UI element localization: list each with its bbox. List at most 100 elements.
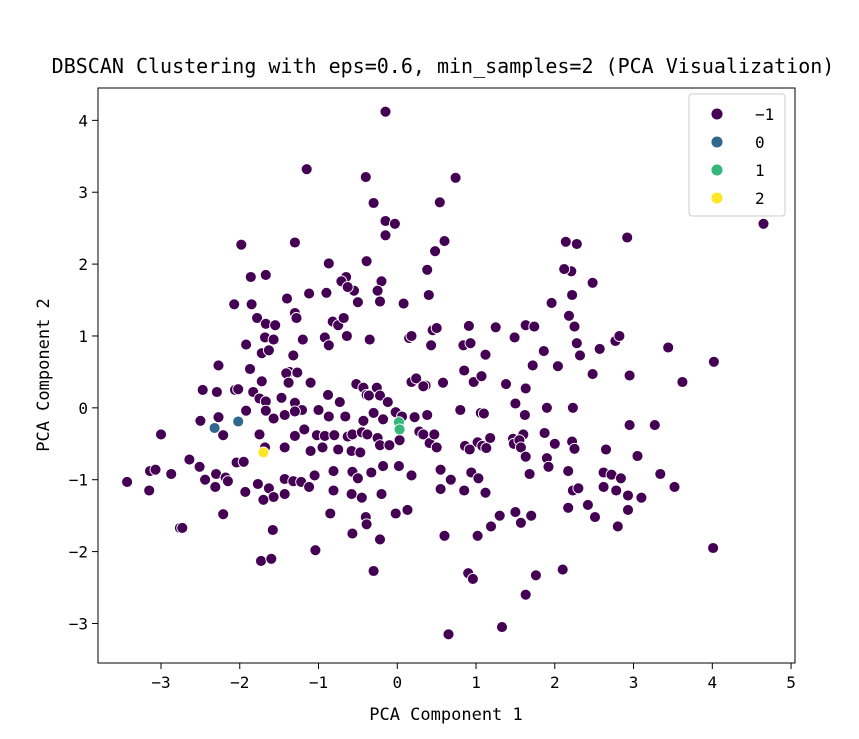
scatter-point <box>623 369 636 382</box>
scatter-point <box>278 488 291 501</box>
scatter-point <box>508 331 521 344</box>
scatter-point <box>433 196 446 209</box>
scatter-point <box>346 527 359 540</box>
scatter-point <box>551 360 564 373</box>
scatter-point <box>707 355 720 368</box>
scatter-point <box>309 544 322 557</box>
scatter-point <box>558 263 571 276</box>
scatter-point <box>519 382 532 395</box>
scatter-point <box>328 429 341 442</box>
scatter-point <box>300 163 313 176</box>
scatter-point <box>614 472 627 485</box>
legend-marker <box>710 191 724 205</box>
scatter-point <box>475 370 488 383</box>
legend-frame <box>688 93 786 217</box>
scatter-point <box>477 407 490 420</box>
scatter-point <box>464 337 477 350</box>
scatter-point <box>235 238 248 251</box>
x-tick-label: 2 <box>550 673 560 692</box>
chart-title: DBSCAN Clustering with eps=0.6, min_samp… <box>52 54 835 78</box>
scatter-point <box>339 410 352 423</box>
scatter-point <box>209 480 222 493</box>
scatter-point <box>425 339 438 352</box>
scatter-point <box>316 441 329 454</box>
scatter-point <box>298 423 311 436</box>
scatter-point <box>374 295 386 308</box>
scatter-point <box>265 552 278 565</box>
plot-frame <box>97 87 796 664</box>
scatter-point <box>519 588 532 601</box>
scatter-point <box>303 287 316 300</box>
scatter-point <box>327 484 340 497</box>
scatter-point <box>610 484 623 497</box>
scatter-point <box>529 569 542 582</box>
scatter-point <box>244 363 256 375</box>
scatter-point <box>322 410 335 423</box>
scatter-point <box>635 491 648 504</box>
x-tick-label: 4 <box>707 673 717 692</box>
scatter-point <box>322 257 335 270</box>
scatter-point <box>255 375 268 388</box>
scatter-point <box>479 486 492 499</box>
scatter-point <box>417 380 430 393</box>
scatter-point <box>304 376 317 389</box>
scatter-point <box>308 469 321 482</box>
scatter-point <box>371 284 384 297</box>
scatter-point <box>333 396 346 409</box>
scatter-point <box>267 333 280 346</box>
scatter-point <box>193 460 206 473</box>
scatter-point <box>438 529 451 542</box>
y-axis-label: PCA Component 2 <box>34 298 54 452</box>
scatter-point <box>489 321 502 334</box>
scatter-point <box>589 511 601 524</box>
scatter-point <box>430 322 443 335</box>
scatter-point <box>377 413 390 426</box>
scatter-point <box>374 389 386 402</box>
scatter-point <box>631 450 644 462</box>
scatter-point <box>165 468 178 480</box>
x-tick-label: 0 <box>392 673 402 692</box>
scatter-point <box>388 217 401 230</box>
scatter-point <box>240 404 253 417</box>
scatter-point <box>379 105 392 118</box>
scatter-point <box>566 401 579 414</box>
x-tick-label: −2 <box>230 673 249 692</box>
scatter-point <box>267 412 280 425</box>
scatter-point <box>526 359 539 372</box>
scatter-point <box>324 507 337 520</box>
legend-marker <box>710 107 724 121</box>
scatter-point <box>757 217 770 230</box>
y-tick-label: 4 <box>78 111 88 130</box>
scatter-point <box>454 404 467 416</box>
scatter-point <box>232 383 245 396</box>
scatter-point <box>288 405 301 418</box>
y-tick-label: 0 <box>78 399 88 418</box>
scatter-point <box>572 482 585 495</box>
scatter-point <box>341 281 354 294</box>
scatter-point <box>383 439 396 452</box>
scatter-point <box>363 333 376 346</box>
scatter-point <box>367 565 380 577</box>
scatter-point <box>240 338 253 351</box>
legend-label: 2 <box>755 189 765 208</box>
y-tick-label: 3 <box>78 183 88 202</box>
scatter-point <box>570 337 583 350</box>
scatter-point <box>251 478 264 490</box>
scatter-point <box>232 415 245 428</box>
legend-label: −1 <box>755 105 774 124</box>
scatter-point <box>269 319 282 332</box>
scatter-point <box>676 376 689 388</box>
scatter-point <box>176 521 189 534</box>
scatter-point <box>559 235 572 248</box>
scatter-point <box>365 466 378 479</box>
scatter-point <box>327 465 340 478</box>
scatter-point <box>434 483 447 496</box>
scatter-point <box>471 529 484 542</box>
scatter-point <box>245 298 258 311</box>
scatter-point <box>196 383 209 396</box>
scatter-point <box>355 491 368 504</box>
scatter-point <box>121 475 134 488</box>
scatter-point <box>360 518 373 531</box>
scatter-point <box>393 423 406 436</box>
